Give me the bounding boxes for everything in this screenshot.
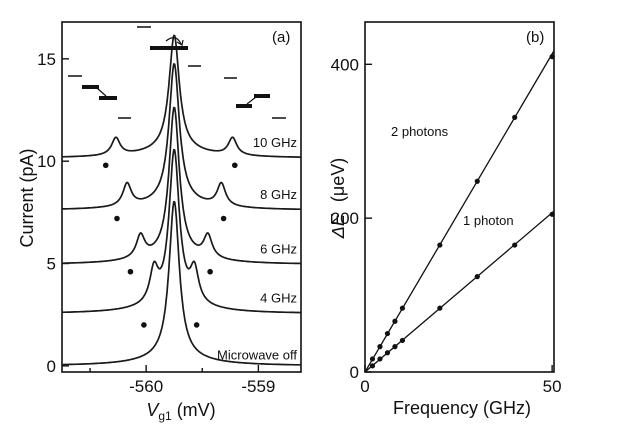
panel-b-x-axis-label: Frequency (GHz) xyxy=(393,398,531,418)
sideband-dot xyxy=(102,162,109,169)
panel-a-y-axis-label: Current (pA) xyxy=(17,148,37,247)
sideband-dot xyxy=(207,268,213,275)
panel-b-data-points xyxy=(369,54,555,369)
trace-8-ghz xyxy=(62,63,301,211)
panel-b-label: (b) xyxy=(526,29,544,46)
panel-b-axes-frame xyxy=(364,21,555,373)
sideband-dot xyxy=(127,268,134,275)
data-point-2-photons xyxy=(437,242,443,248)
panel-a-y-ticks: 0 5 10 15 xyxy=(37,50,69,376)
data-point-1-photon xyxy=(474,274,480,280)
sideband-dot xyxy=(141,322,147,328)
panel-b-x-tick-label: 50 xyxy=(543,377,562,396)
panel-a-x-axis-label: Vg1 (mV) xyxy=(146,400,215,423)
sideband-dot xyxy=(193,322,200,328)
panel-b-fit-lines xyxy=(364,50,555,373)
data-point-2-photons xyxy=(377,344,383,350)
panel-a-current-traces: 0 5 10 15 -560 -559 Microwave off 4 GHz 6 GHz 8… xyxy=(17,21,302,423)
panel-a-trace-labels: Microwave off 4 GHz 6 GHz 8 GHz 10 GHz xyxy=(217,135,297,363)
panel-b-y-tick-label: 400 xyxy=(331,55,359,74)
energy-level-diagram-left xyxy=(68,75,131,119)
panel-b-x-ticks: 0 50 xyxy=(360,365,562,396)
panel-b-y-tick-label: 200 xyxy=(331,209,359,228)
sideband-dot xyxy=(114,215,120,222)
trace-label-8-ghz: 8 GHz xyxy=(260,187,297,202)
trace-label-microwave-off: Microwave off xyxy=(217,348,297,363)
data-point-2-photons xyxy=(392,318,398,324)
data-point-1-photon xyxy=(369,363,376,369)
panel-a-x-tick-label: -559 xyxy=(241,377,275,396)
data-point-1-photon xyxy=(549,211,555,217)
trace-label-10-ghz: 10 GHz xyxy=(253,135,297,150)
data-point-1-photon xyxy=(512,242,518,248)
panel-a-label: (a) xyxy=(272,29,290,46)
trace-4-ghz xyxy=(62,148,301,314)
data-point-2-photons xyxy=(399,305,406,311)
data-point-2-photons xyxy=(384,330,391,337)
data-point-2-photons xyxy=(474,178,480,184)
panel-a-traces xyxy=(62,34,302,366)
energy-level-diagram-center xyxy=(137,26,201,67)
trace-label-6-ghz: 6 GHz xyxy=(260,241,297,256)
data-point-2-photons xyxy=(549,54,555,60)
panel-a-sideband-dots xyxy=(102,162,238,328)
panel-a-y-tick-label: 10 xyxy=(37,152,56,171)
sideband-dot xyxy=(220,215,227,222)
energy-level-diagram-right xyxy=(224,77,286,119)
panel-a-y-tick-label: 0 xyxy=(47,357,56,376)
data-point-1-photon xyxy=(377,356,383,362)
panel-b-energy-vs-frequency: 0 200 400 0 50 (b) 2 photons 1 photon ΔE(μe… xyxy=(328,21,562,418)
trace-label-4-ghz: 4 GHz xyxy=(260,290,297,305)
sideband-dot xyxy=(231,162,238,169)
panel-a-axes-frame xyxy=(61,21,302,373)
panel-b-x-tick-label: 0 xyxy=(360,377,369,396)
series-label-1-photon: 1 photon xyxy=(463,213,514,228)
panel-a-x-tick-label: -560 xyxy=(129,377,163,396)
panel-a-y-tick-label: 15 xyxy=(37,50,56,69)
data-point-1-photon xyxy=(392,344,398,350)
trace-microwave-off xyxy=(62,200,302,366)
panel-b-y-axis-label: ΔE(μeV) xyxy=(328,158,348,239)
trace-10-ghz xyxy=(62,34,301,158)
data-point-1-photon xyxy=(437,305,443,311)
panel-b-y-ticks: 0 200 400 xyxy=(331,55,372,382)
panel-a-x-ticks: -560 -559 xyxy=(89,365,275,396)
data-point-1-photon xyxy=(384,350,391,356)
data-point-2-photons xyxy=(512,114,518,120)
trace-6-ghz xyxy=(62,106,301,265)
fit-line-2-photons xyxy=(364,50,555,373)
panel-a-y-tick-label: 5 xyxy=(47,255,56,274)
panel-b-y-tick-label: 0 xyxy=(350,363,359,382)
data-point-1-photon xyxy=(399,337,406,344)
data-point-2-photons xyxy=(369,356,376,362)
series-label-2-photons: 2 photons xyxy=(391,124,449,139)
